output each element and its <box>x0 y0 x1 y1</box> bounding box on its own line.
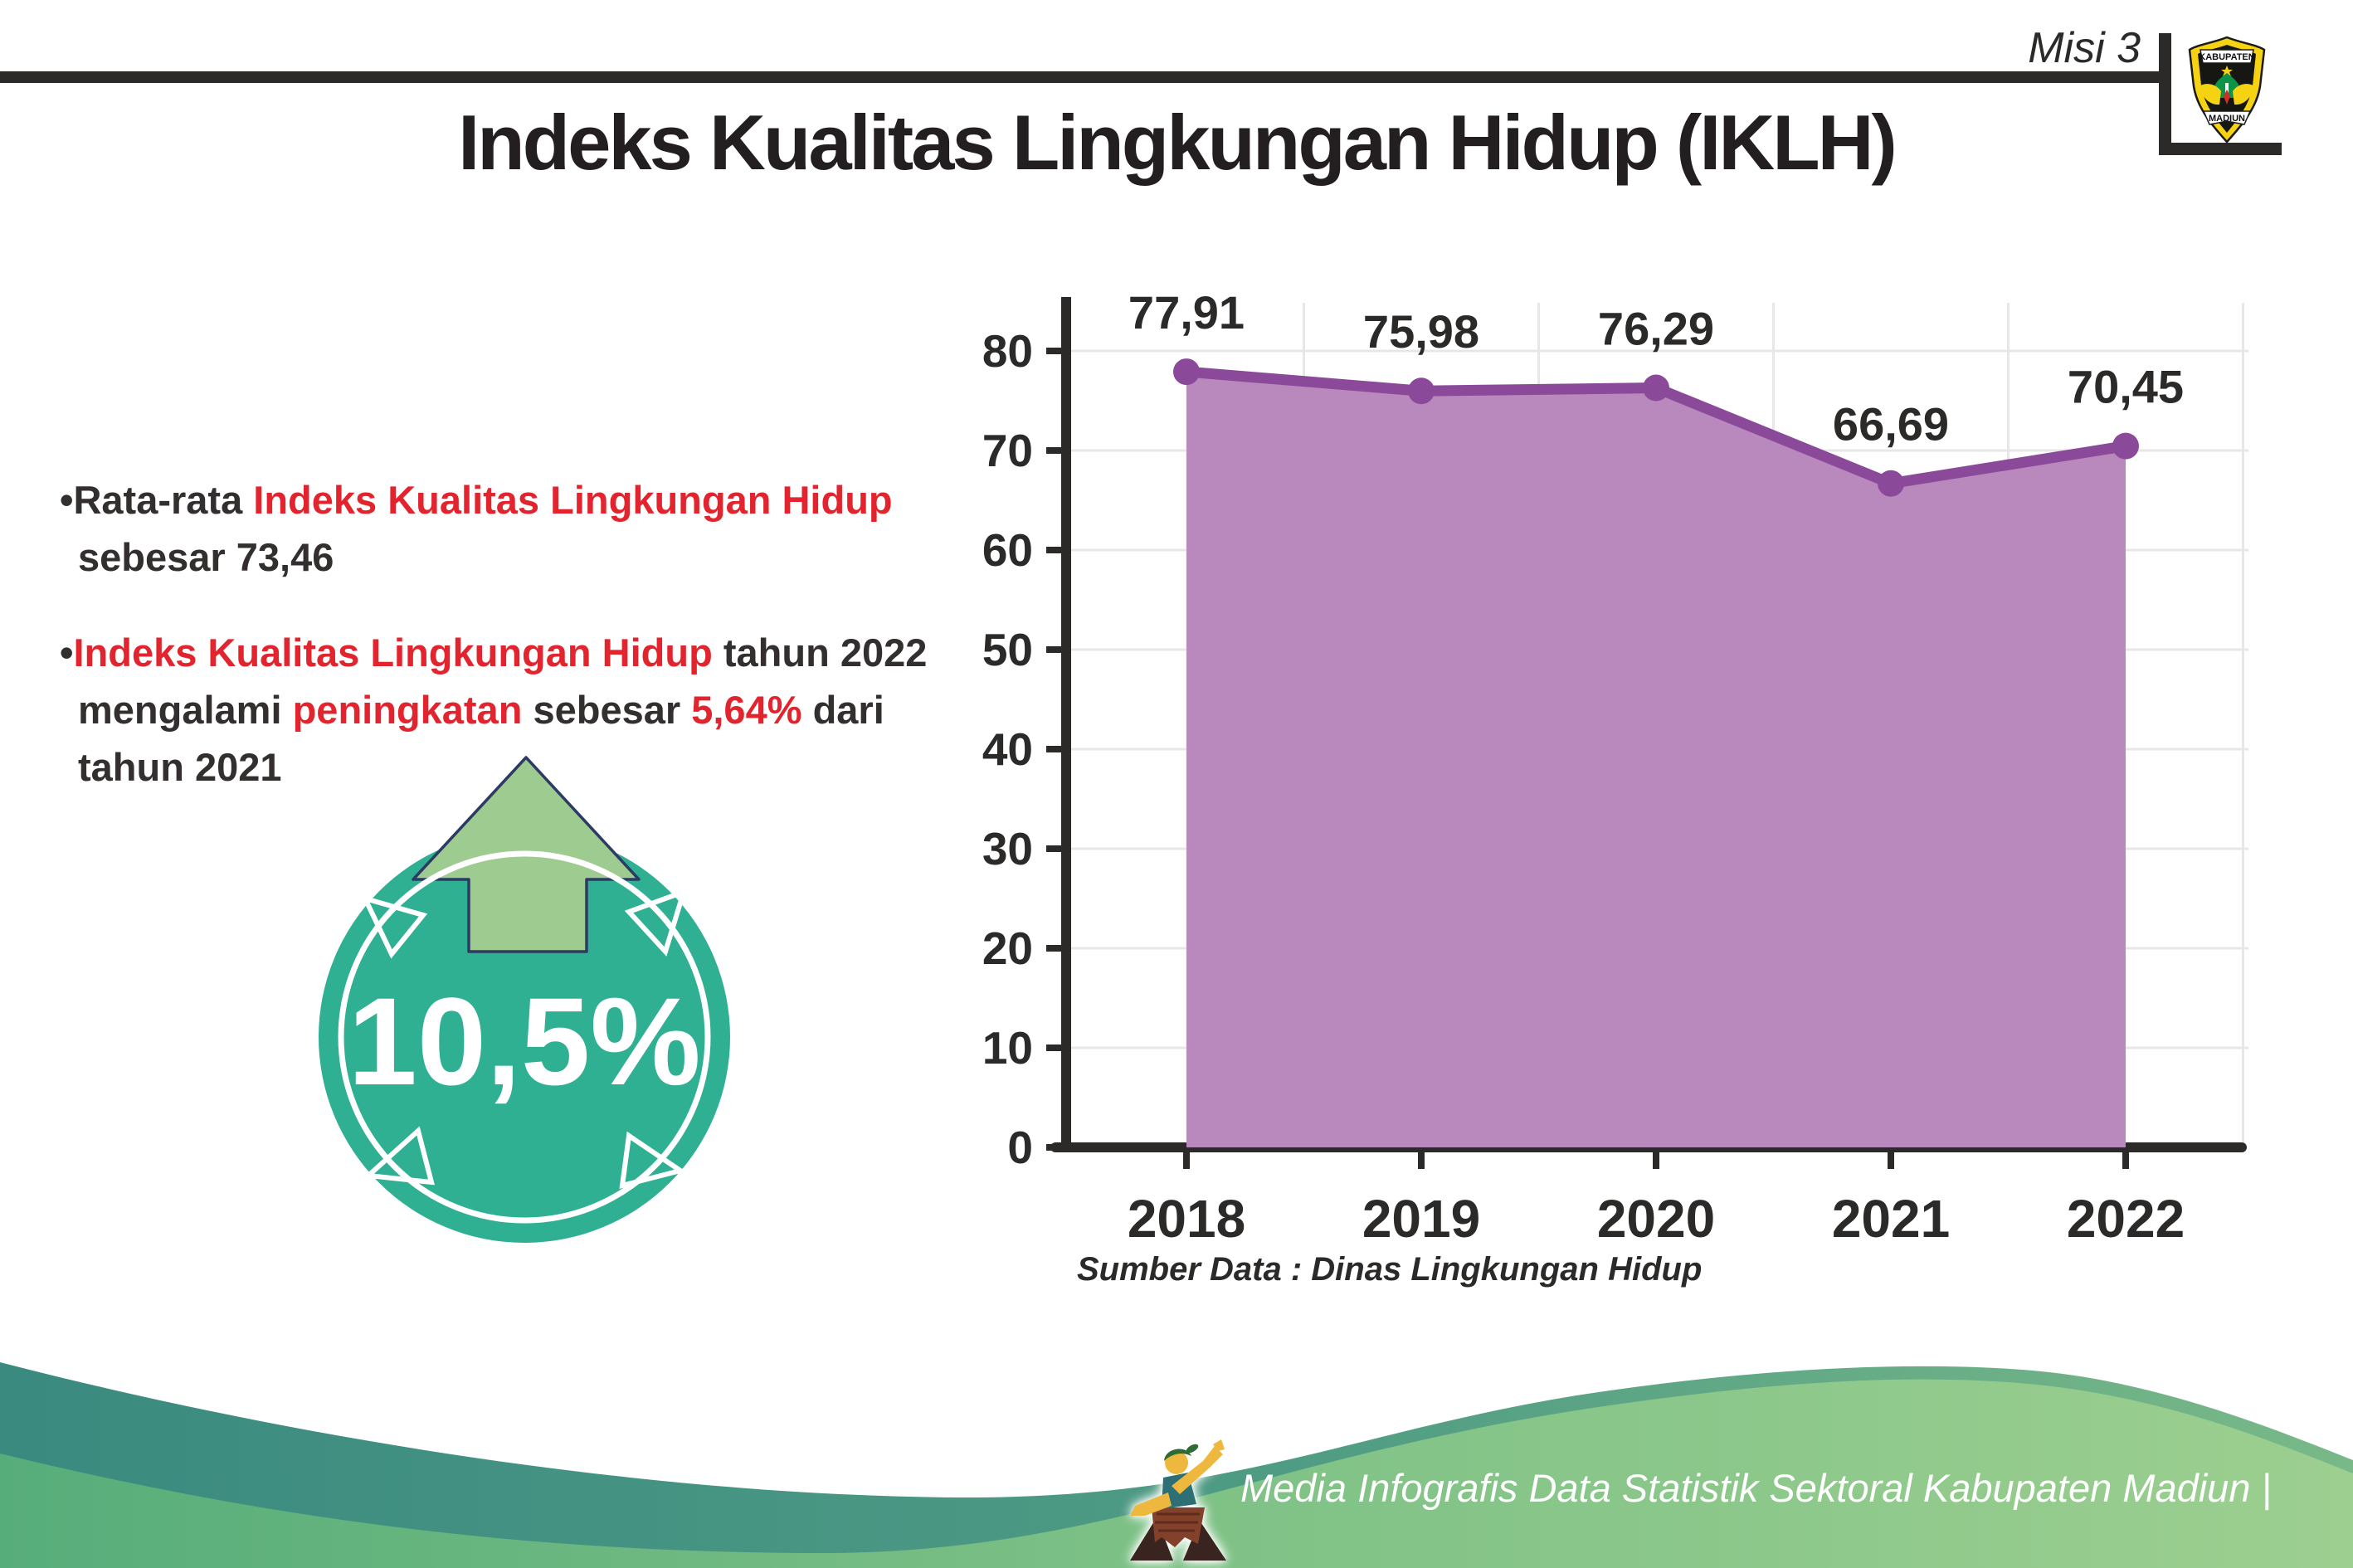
bullet-average-iklh: •Rata-rata Indeks Kualitas Lingkungan Hi… <box>60 471 1072 586</box>
logo-bracket-horizontal <box>2159 143 2282 155</box>
source-note: Sumber Data : Dinas Lingkungan Hidup <box>1077 1251 1703 1288</box>
accent-triangle-icon <box>362 1126 435 1186</box>
bullet-line: •Indeks Kualitas Lingkungan Hidup tahun … <box>60 624 1072 681</box>
bullet-line: mengalami peningkatan sebesar 5,64% dari <box>60 681 1072 738</box>
text-segment: tahun 2022 <box>712 631 928 674</box>
svg-text:30: 30 <box>982 823 1033 874</box>
dancer-mascot-icon <box>1130 1439 1226 1561</box>
svg-text:80: 80 <box>982 325 1033 377</box>
accent-triangle-icon <box>624 888 688 957</box>
badge-value: 10,5% <box>348 971 700 1111</box>
svg-text:76,29: 76,29 <box>1598 303 1714 355</box>
footer-credit: Media Infografis Data Statistik Sektoral… <box>1240 1466 2272 1510</box>
bullet-line: tahun 2021 <box>60 738 1072 796</box>
svg-text:75,98: 75,98 <box>1363 305 1479 358</box>
text-segment: mengalami <box>78 688 293 732</box>
bullet-line: •Rata-rata Indeks Kualitas Lingkungan Hi… <box>60 471 1072 528</box>
bullet-marker: • <box>60 631 74 674</box>
svg-text:2020: 2020 <box>1597 1189 1715 1249</box>
footer-green-area <box>0 1379 2353 1568</box>
svg-text:40: 40 <box>982 723 1033 775</box>
svg-text:0: 0 <box>1007 1122 1033 1173</box>
bullet-marker: • <box>60 478 74 522</box>
kabupaten-madiun-logo-icon: KABUPATEN MADIUN <box>2188 36 2266 144</box>
header-rule <box>0 71 2163 83</box>
misi-label: Misi 3 <box>2028 24 2141 72</box>
bullet-iklh-increase: •Indeks Kualitas Lingkungan Hidup tahun … <box>60 624 1072 796</box>
svg-text:77,91: 77,91 <box>1128 286 1245 338</box>
svg-text:10: 10 <box>982 1022 1033 1074</box>
text-segment-red: 5,64% <box>691 688 802 732</box>
text-segment-red: Indeks Kualitas Lingkungan Hidup <box>73 631 713 674</box>
text-segment: tahun 2021 <box>78 745 282 789</box>
svg-text:2018: 2018 <box>1128 1189 1245 1249</box>
svg-text:50: 50 <box>982 624 1033 675</box>
svg-text:2021: 2021 <box>1832 1189 1950 1249</box>
svg-text:2022: 2022 <box>2067 1189 2185 1249</box>
svg-text:20: 20 <box>982 923 1033 974</box>
text-segment-red: peningkatan <box>292 688 523 732</box>
logo-bottom-text: MADIUN <box>2209 114 2245 124</box>
text-segment: sebesar <box>522 688 692 732</box>
accent-triangle-icon <box>619 1131 687 1190</box>
svg-text:66,69: 66,69 <box>1833 398 1949 450</box>
text-segment-red: Indeks Kualitas Lingkungan Hidup <box>253 478 893 522</box>
footer-wave <box>0 1362 2353 1568</box>
text-segment: Rata-rata <box>73 478 254 522</box>
svg-text:60: 60 <box>982 524 1033 576</box>
text-segment: sebesar 73,46 <box>78 535 334 579</box>
logo-top-text: KABUPATEN <box>2199 52 2254 62</box>
svg-text:70: 70 <box>982 425 1033 476</box>
iklh-area-chart: 0 10 20 30 40 50 60 70 80 2018 2019 2020 2021 2022 77,… <box>954 282 2353 1278</box>
text-segment: dari <box>801 688 884 732</box>
bullet-line: sebesar 73,46 <box>60 528 1072 586</box>
increase-badge: 10,5% <box>319 756 730 1243</box>
svg-text:70,45: 70,45 <box>2068 361 2184 413</box>
page-title: Indeks Kualitas Lingkungan Hidup (IKLH) <box>458 99 1898 186</box>
accent-triangle-icon <box>360 894 428 959</box>
svg-text:2019: 2019 <box>1362 1189 1480 1249</box>
logo-bracket-vertical <box>2159 33 2171 155</box>
